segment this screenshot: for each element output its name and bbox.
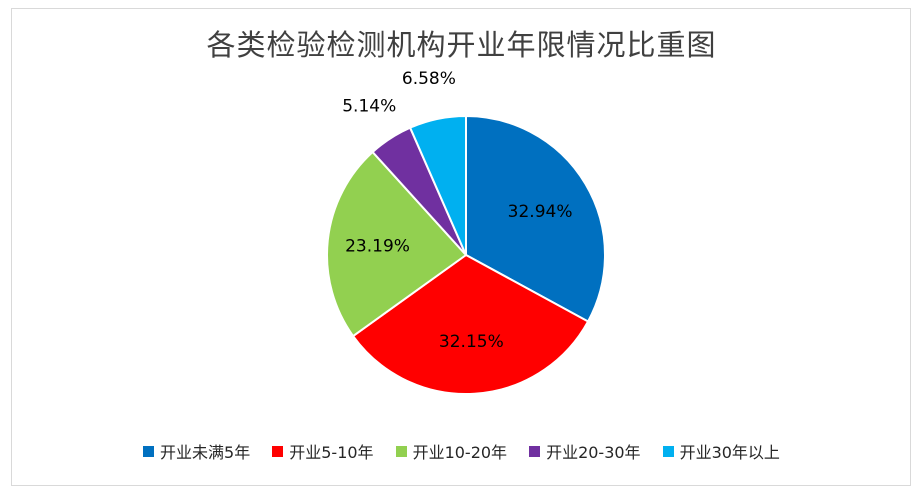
legend-item-10-20: 开业10-20年 xyxy=(395,439,508,463)
legend-swatch xyxy=(395,445,407,457)
data-label: 32.15% xyxy=(439,332,504,352)
legend-swatch xyxy=(272,445,284,457)
chart-title: 各类检验检测机构开业年限情况比重图 xyxy=(206,28,717,62)
legend-swatch xyxy=(662,445,674,457)
legend-swatch xyxy=(143,445,155,457)
slice-10-20 xyxy=(326,150,468,338)
slice-under-5 xyxy=(465,114,606,323)
legend-item-under-5: 开业未满5年 xyxy=(143,439,250,463)
legend-label: 开业未满5年 xyxy=(160,443,251,462)
data-label: 6.58% xyxy=(402,69,456,89)
data-label: 23.19% xyxy=(345,237,410,257)
legend-label: 开业30年以上 xyxy=(679,443,780,462)
data-label: 5.14% xyxy=(342,97,396,117)
legend-item-over-30: 开业30年以上 xyxy=(662,439,780,463)
chart-legend: 开业未满5年 开业5-10年 开业10-20年 开业20-30年 开业30年以上 xyxy=(0,439,923,463)
legend-item-5-10: 开业5-10年 xyxy=(272,439,374,463)
legend-label: 开业5-10年 xyxy=(289,443,374,462)
slice-5-10 xyxy=(351,253,590,395)
legend-item-20-30: 开业20-30年 xyxy=(529,439,641,463)
legend-label: 开业20-30年 xyxy=(546,443,641,462)
data-label: 32.94% xyxy=(508,202,573,222)
legend-label: 开业10-20年 xyxy=(412,443,508,462)
slice-over-30 xyxy=(408,114,467,256)
legend-swatch xyxy=(529,445,541,457)
